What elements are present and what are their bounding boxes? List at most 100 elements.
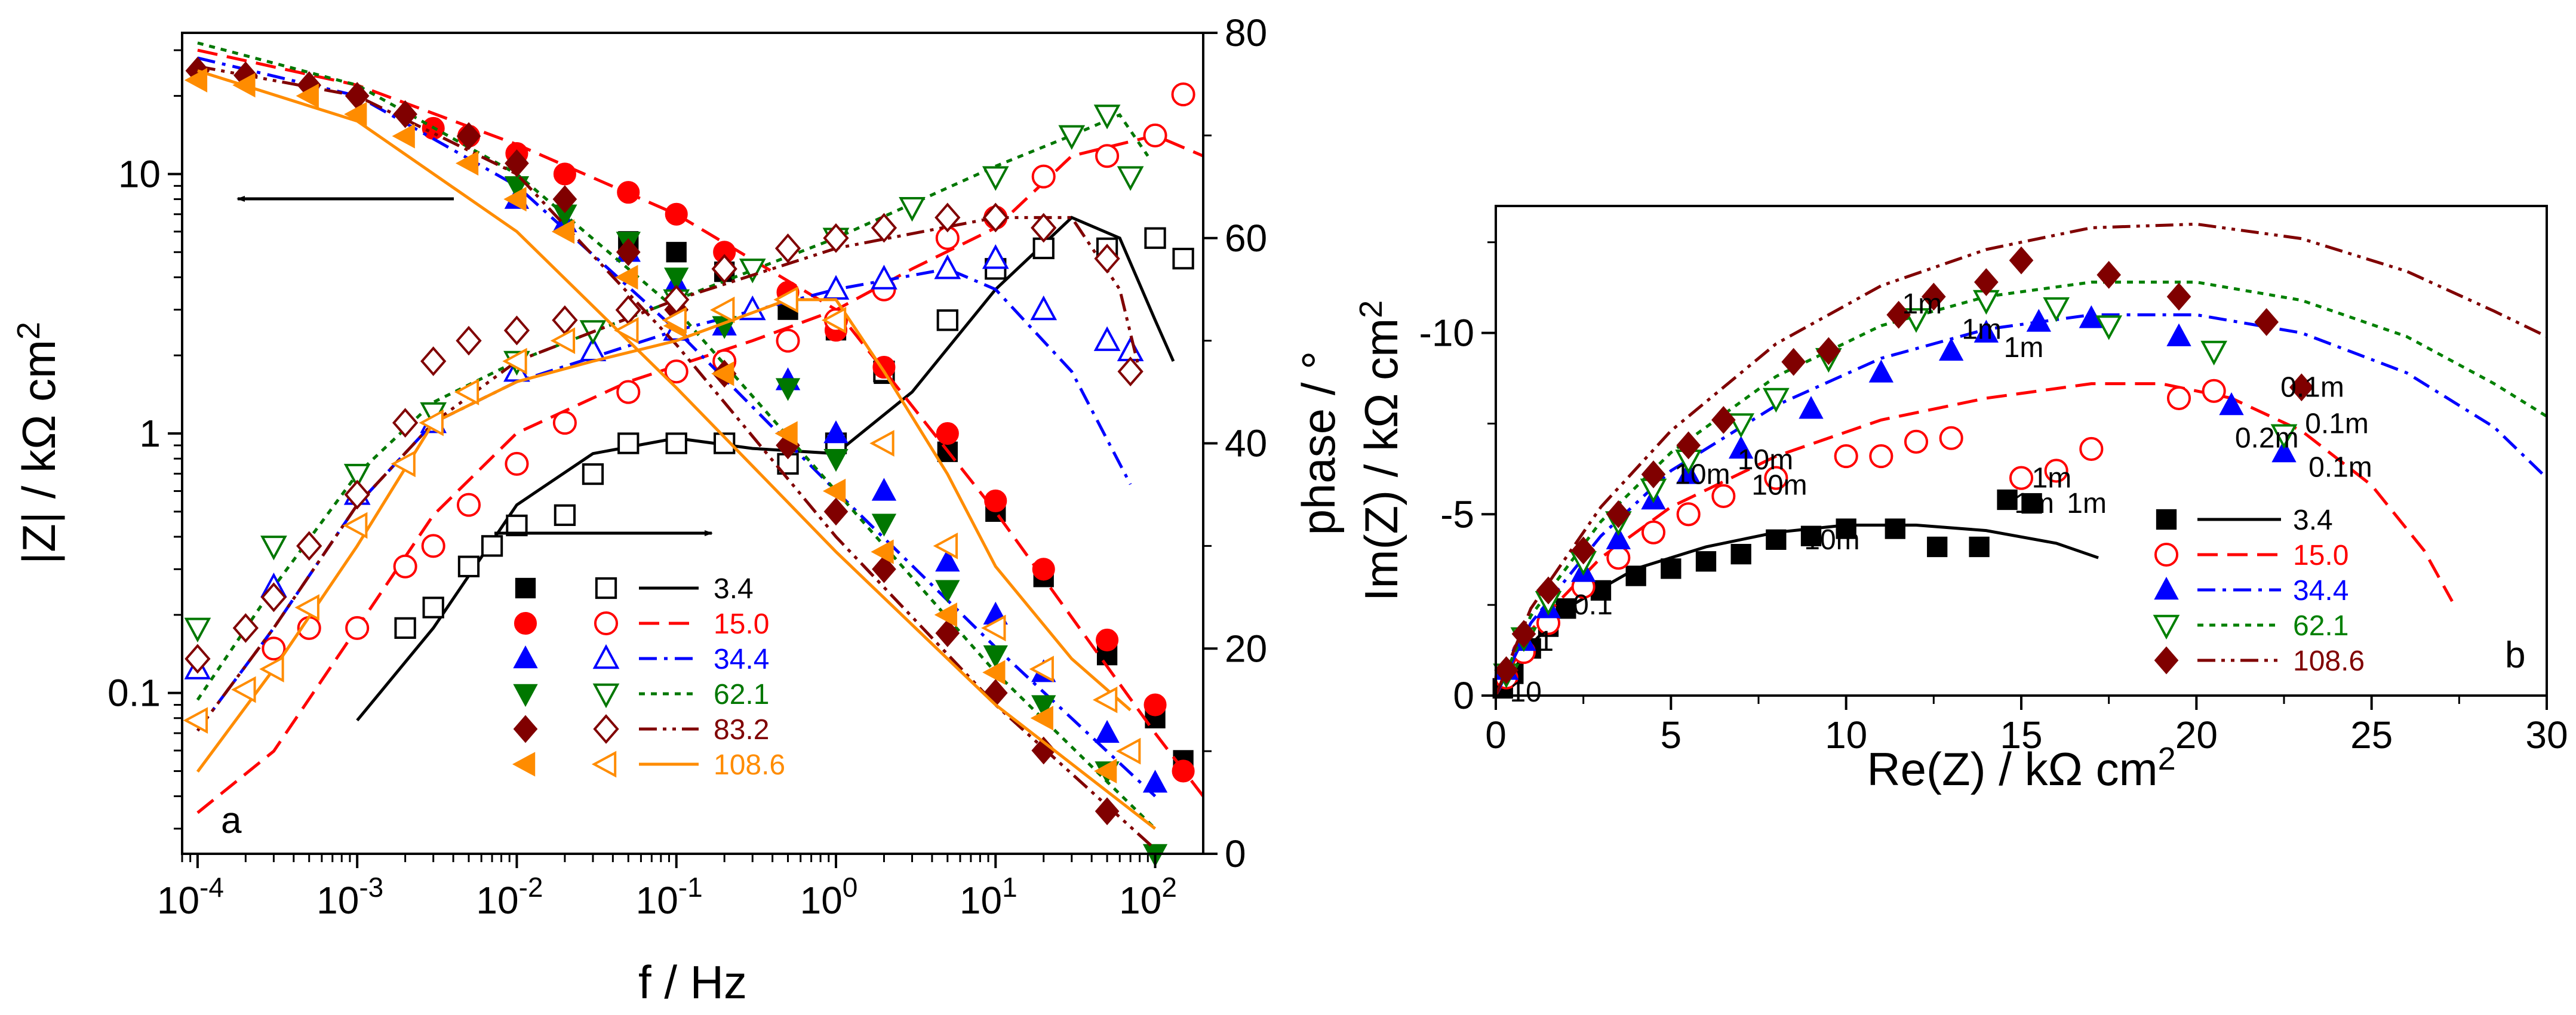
nyquist-legend-marker-34-4	[2154, 576, 2179, 600]
magnitude-point-3-4-1	[666, 242, 687, 263]
magnitude-point-34-4-6	[823, 420, 849, 444]
magnitude-point-15-0-14	[1143, 693, 1167, 716]
bode-x-tick-base-0: 10	[157, 879, 199, 922]
nyquist-point-34-4-14	[2166, 323, 2191, 346]
magnitude-point-83-2-6	[505, 149, 529, 177]
phase-point-3-4-2	[457, 555, 480, 577]
phase-point-108-6-14	[821, 306, 847, 334]
frequency-label-10: 1m	[1902, 288, 1942, 320]
magnitude-point-108-6-16	[1030, 706, 1053, 731]
phase-point-15-0-16	[1031, 164, 1056, 189]
nyquist-point-15-0-12	[1939, 426, 1963, 450]
phase-point-15-0-7	[552, 411, 577, 435]
phase-point-108-6-3	[294, 594, 319, 621]
nyquist-x-tick-label-3: 15	[2000, 713, 2042, 756]
phase-point-15-0-8	[616, 380, 641, 404]
nyquist-point-34-4-7	[1728, 435, 1754, 459]
phase-point-15-0-11	[776, 328, 800, 353]
phase-fit-line-83-2	[196, 216, 1142, 732]
phase-point-62-1-7	[739, 259, 766, 284]
nyquist-point-15-0-15	[2079, 436, 2104, 462]
nyquist-axis-ticks: 0 5 10 15 20 25 30 0 -5 -10	[1419, 241, 2568, 756]
nyquist-x-tick-label-2: 10	[1825, 713, 1867, 756]
frequency-label-3: 1	[1538, 626, 1554, 657]
nyquist-point-3-4-12	[1836, 518, 1856, 539]
bode-x-tick-base-3: 10	[636, 879, 678, 922]
bode-x-tick-exp-2: -2	[519, 872, 543, 903]
phase-point-83-2-0	[185, 644, 211, 674]
bode-y-tick-label-2: 10	[118, 152, 161, 195]
nyquist-legend-label-3-4: 3.4	[2293, 505, 2333, 536]
nyquist-point-34-4-8	[1799, 396, 1824, 419]
magnitude-point-108-6-5	[455, 150, 479, 176]
bode-x-tick-exp-6: 2	[1161, 872, 1177, 903]
legend-label-3-4: 3.4	[714, 573, 754, 605]
magnitude-point-108-6-11	[774, 421, 798, 446]
magnitude-point-62-1-3	[664, 267, 689, 291]
phase-point-15-0-9	[664, 359, 688, 384]
frequency-label-11: 1m	[1962, 314, 2002, 346]
magnitude-point-108-6-14	[934, 602, 958, 628]
nyquist-point-3-4-11	[1800, 525, 1822, 546]
phase-point-108-6-9	[550, 327, 576, 354]
phase-point-62-1-12	[1093, 104, 1121, 130]
magnitude-point-34-4-11	[1095, 719, 1120, 743]
phase-point-108-6-0	[183, 707, 208, 734]
magnitude-point-108-6-7	[551, 219, 575, 244]
phase-point-108-6-7	[454, 379, 479, 405]
magnitude-point-83-2-7	[552, 185, 577, 213]
magnitude-point-108-6-2	[296, 83, 319, 109]
magnitude-point-108-6-8	[615, 264, 638, 290]
phase-point-62-1-13	[1117, 166, 1144, 191]
magnitude-point-34-4-7	[871, 478, 897, 501]
bode-x-tick-base-2: 10	[476, 879, 518, 922]
nyquist-point-15-0-17	[2202, 379, 2226, 403]
phase-point-83-2-3	[296, 531, 322, 561]
phase-point-62-1-9	[899, 196, 926, 222]
nyquist-x-tick-label-1: 5	[1661, 713, 1682, 756]
magnitude-point-83-2-4	[393, 100, 417, 128]
magnitude-point-15-0-15	[1172, 759, 1195, 783]
nyquist-point-34-4-12	[2026, 309, 2052, 332]
phase-point-108-6-8	[502, 347, 527, 375]
nyquist-point-15-0-5	[1641, 520, 1666, 545]
phase-point-83-2-7	[456, 325, 482, 356]
magnitude-point-83-2-13	[872, 555, 896, 583]
magnitude-point-108-6-15	[982, 660, 1006, 685]
nyquist-point-108-6-14	[2097, 261, 2121, 289]
frequency-label-5: 1m	[2067, 488, 2107, 519]
bode-y2-tick-label-3: 60	[1225, 217, 1267, 260]
legend-open-marker-15-0	[594, 611, 619, 636]
bode-x-tick-base-1: 10	[316, 879, 359, 922]
nyquist-point-15-0-6	[1676, 502, 1701, 527]
phase-point-15-0-18	[1143, 123, 1167, 147]
phase-point-34-4-12	[1030, 295, 1058, 321]
magnitude-point-15-0-5	[665, 202, 688, 226]
magnitude-point-83-2-12	[823, 497, 849, 526]
legend-label-108-6: 108.6	[714, 749, 785, 781]
nyquist-legend-marker-3-4	[2156, 509, 2177, 530]
phase-point-15-0-2	[345, 616, 370, 640]
phase-point-83-2-2	[260, 582, 287, 613]
phase-point-108-6-19	[1092, 686, 1118, 713]
phase-point-3-4-18	[1172, 247, 1194, 270]
bode-y2-axis-label: phase / °	[1292, 351, 1345, 536]
nyquist-point-108-6-13	[2009, 246, 2034, 275]
bode-x-tick-label-2: 10-2	[476, 872, 543, 922]
phase-point-108-6-2	[259, 656, 284, 682]
nyquist-point-3-4-8	[1695, 551, 1717, 572]
bode-y2-tick-label-1: 20	[1225, 627, 1267, 670]
nyquist-point-3-4-7	[1661, 558, 1682, 579]
nyquist-x-tick-label-5: 25	[2350, 713, 2393, 756]
nyquist-x-axis-label-exponent: 2	[2158, 741, 2176, 777]
phase-point-3-4-1	[422, 596, 444, 619]
magnitude-fit-line-15-0	[197, 48, 1204, 798]
phase-point-34-4-11	[982, 244, 1009, 269]
frequency-label-7: 10m	[1751, 470, 1807, 502]
frequency-label-9: 10m	[1738, 444, 1793, 476]
nyquist-point-108-6-7	[1711, 405, 1736, 434]
bode-plot-area	[183, 41, 1204, 868]
bode-plot-frame	[181, 32, 1204, 855]
